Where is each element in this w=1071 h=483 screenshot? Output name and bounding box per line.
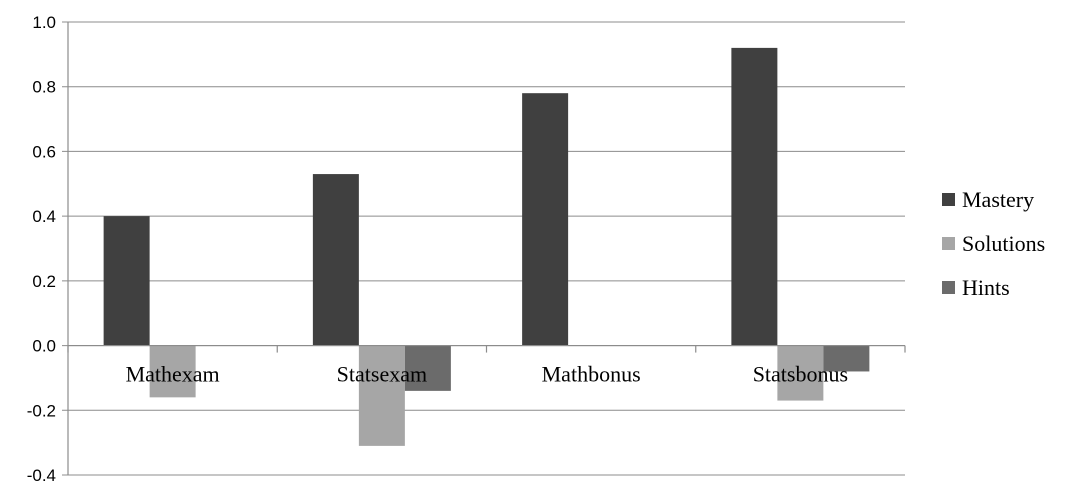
- legend-swatch-mastery: [942, 193, 955, 206]
- bar-solutions-statsexam: [358, 345, 405, 446]
- y-tick-label: 0.8: [32, 78, 56, 97]
- bar-hints-statsexam: [404, 345, 451, 391]
- bar-solutions-statsbonus: [777, 345, 824, 401]
- legend-label: Solutions: [962, 231, 1045, 256]
- y-tick-label: 0.0: [32, 337, 56, 356]
- y-axis-tick-labels: -0.4 -0.2 0.0 0.2 0.4 0.6 0.8 1.0: [27, 13, 56, 483]
- bar-mastery-mathbonus: [522, 93, 569, 346]
- y-tick-label: -0.2: [27, 401, 56, 420]
- y-tick-label: 0.2: [32, 272, 56, 291]
- bar-mastery-statsbonus: [731, 47, 778, 346]
- y-tick-label: 0.6: [32, 142, 56, 161]
- legend-label: Mastery: [962, 187, 1034, 212]
- legend: Mastery Solutions Hints: [942, 187, 1045, 300]
- category-label: Statsexam: [337, 362, 427, 387]
- legend-swatch-hints: [942, 281, 955, 294]
- axes: [67, 22, 906, 475]
- legend-swatch-solutions: [942, 237, 955, 250]
- category-label: Mathexam: [126, 362, 220, 387]
- y-tick-label: 0.4: [32, 207, 56, 226]
- category-labels: Mathexam Statsexam Mathbonus Statsbonus: [126, 362, 848, 387]
- category-label: Mathbonus: [542, 362, 641, 387]
- bar-solutions-mathexam: [149, 345, 196, 398]
- bar-mastery-statsexam: [312, 174, 359, 346]
- y-tick-label: -0.4: [27, 466, 56, 483]
- bar-hints-statsbonus: [823, 345, 870, 372]
- legend-label: Hints: [962, 275, 1010, 300]
- category-label: Statsbonus: [753, 362, 848, 387]
- y-tick-label: 1.0: [32, 13, 56, 32]
- gridlines: [62, 21, 905, 476]
- bars: [103, 47, 870, 446]
- bar-mastery-mathexam: [103, 216, 150, 346]
